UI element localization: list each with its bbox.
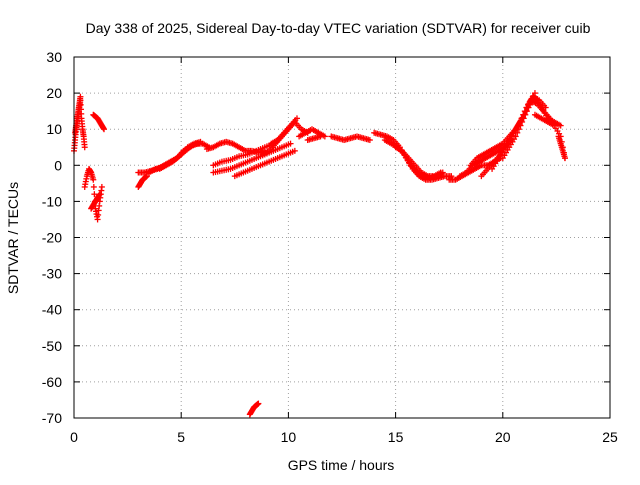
data-point — [291, 147, 298, 154]
data-point — [255, 400, 262, 407]
data-point — [366, 137, 373, 144]
data-point — [515, 126, 522, 133]
y-tick-label: -10 — [42, 193, 62, 209]
x-tick-label: 20 — [495, 429, 511, 445]
data-point — [522, 111, 529, 118]
data-point — [293, 115, 300, 122]
data-point — [81, 144, 88, 151]
data-point — [101, 126, 108, 133]
tick-layer: 0 5 10 15 20 25 -70 -60 -50 -40 -30 -20 -10 0 10 20 30 — [42, 49, 618, 445]
y-tick-label: -50 — [42, 338, 62, 354]
x-tick-label: 15 — [388, 429, 404, 445]
x-tick-label: 0 — [70, 429, 78, 445]
data-point — [91, 191, 98, 198]
data-point — [96, 191, 103, 198]
data-point — [90, 183, 97, 190]
y-tick-label: 10 — [46, 121, 62, 137]
data-point — [561, 155, 568, 162]
data-point — [317, 133, 324, 140]
x-tick-label: 5 — [177, 429, 185, 445]
y-tick-label: -20 — [42, 230, 62, 246]
data-point — [437, 169, 444, 176]
data-point — [195, 140, 202, 147]
chart-title: Day 338 of 2025, Sidereal Day-to-day VTE… — [86, 20, 591, 36]
data-point — [512, 133, 519, 140]
data-point — [287, 140, 294, 147]
data-point — [520, 115, 527, 122]
data-point — [523, 108, 530, 115]
data-point — [514, 129, 521, 136]
y-tick-label: -70 — [42, 410, 62, 426]
grid-layer — [74, 57, 610, 418]
data-point — [77, 93, 84, 100]
y-tick-label: 20 — [46, 85, 62, 101]
x-tick-label: 10 — [281, 429, 297, 445]
data-point — [98, 183, 105, 190]
y-tick-label: -40 — [42, 302, 62, 318]
x-tick-label: 25 — [602, 429, 618, 445]
data-point — [519, 118, 526, 125]
y-axis-label: SDTVAR / TECUs — [5, 182, 21, 294]
data-point — [90, 176, 97, 183]
y-tick-label: 0 — [54, 157, 62, 173]
y-tick-label: -30 — [42, 266, 62, 282]
data-layer — [71, 90, 568, 418]
y-tick-label: -60 — [42, 374, 62, 390]
data-point — [557, 122, 564, 129]
data-point — [517, 122, 524, 129]
x-axis-label: GPS time / hours — [288, 457, 395, 473]
y-tick-label: 30 — [46, 49, 62, 65]
plot-frame — [73, 56, 611, 419]
